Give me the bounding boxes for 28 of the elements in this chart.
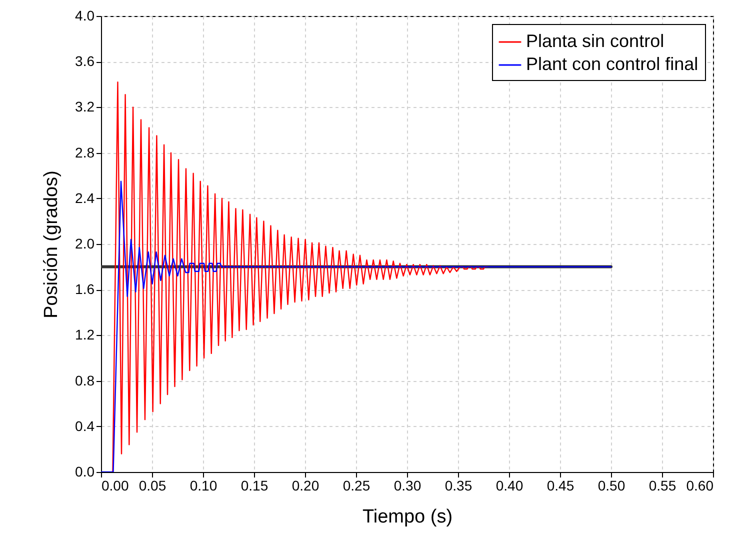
x-tick-label: 0.00: [102, 478, 129, 494]
x-tick-label: 0.35: [444, 478, 472, 494]
y-axis-title: Posición (grados): [41, 170, 62, 318]
x-tick-label: 0.50: [598, 478, 626, 494]
x-tick-label: 0.45: [546, 478, 574, 494]
y-tick-label: 1.2: [75, 326, 95, 343]
legend-label: Planta sin control: [526, 31, 664, 51]
y-tick-label: 0.0: [75, 464, 95, 480]
x-axis-title: Tiempo (s): [362, 506, 453, 528]
x-tick-label: 0.20: [292, 478, 320, 494]
x-tick-label: 0.25: [342, 478, 370, 494]
y-tick-label: 0.4: [75, 418, 95, 434]
x-tick-label: 0.55: [648, 478, 676, 494]
x-tick-label: 0.10: [190, 478, 218, 494]
x-tick-label: 0.30: [394, 478, 422, 494]
y-tick-label: 2.8: [75, 144, 95, 160]
y-tick-label: 0.8: [75, 372, 95, 388]
y-tick-label: 1.6: [75, 281, 95, 298]
y-tick-label: 4.0: [75, 8, 95, 24]
legend-label: Plant con control final: [526, 54, 698, 74]
y-tick-label: 2.0: [75, 236, 95, 252]
y-tick-label: 3.6: [75, 53, 95, 70]
y-tick-label: 3.2: [75, 98, 95, 115]
x-tick-label: 0.05: [138, 478, 166, 494]
x-tick-label: 0.60: [686, 478, 714, 494]
x-tick-label: 0.15: [240, 478, 268, 494]
x-tick-label: 0.40: [496, 478, 524, 494]
y-tick-label: 2.4: [75, 190, 95, 206]
